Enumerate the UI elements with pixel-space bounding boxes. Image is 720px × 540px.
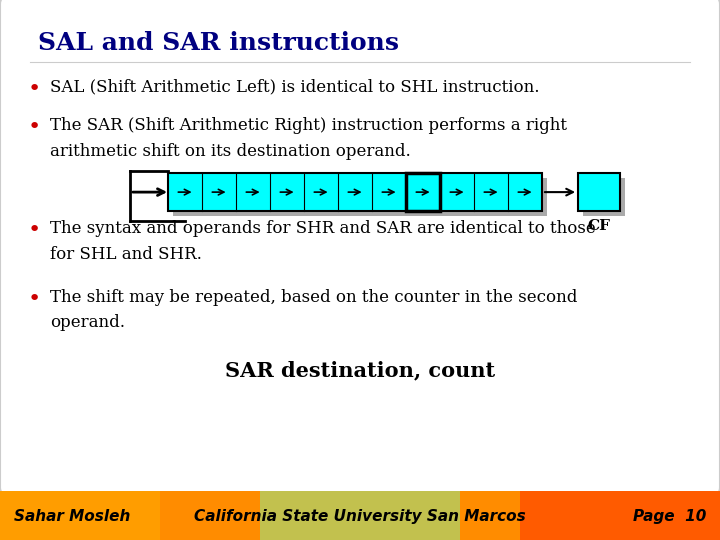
Bar	[520, 491, 720, 540]
Text: California State University San Marcos: California State University San Marcos	[194, 509, 526, 524]
Bar	[578, 173, 620, 211]
Text: operand.: operand.	[50, 314, 125, 332]
Text: SAL (Shift Arithmetic Left) is identical to SHL instruction.: SAL (Shift Arithmetic Left) is identical…	[50, 79, 539, 96]
Text: SAR destination, count: SAR destination, count	[225, 360, 495, 380]
FancyBboxPatch shape	[0, 0, 720, 495]
Text: SAL and SAR instructions: SAL and SAR instructions	[38, 31, 399, 55]
Text: Sahar Mosleh: Sahar Mosleh	[14, 509, 130, 524]
Text: Page  10: Page 10	[633, 509, 706, 524]
Text: •: •	[28, 117, 41, 137]
Bar	[406, 173, 440, 211]
Text: •: •	[28, 79, 41, 99]
Text: arithmetic shift on its destination operand.: arithmetic shift on its destination oper…	[50, 143, 410, 159]
Text: The shift may be repeated, based on the counter in the second: The shift may be repeated, based on the …	[50, 289, 577, 306]
Bar	[168, 173, 542, 211]
Text: •: •	[28, 220, 41, 240]
Bar	[173, 178, 547, 217]
Text: The syntax and operands for SHR and SAR are identical to those: The syntax and operands for SHR and SAR …	[50, 220, 595, 238]
Bar	[260, 491, 460, 540]
Bar	[583, 178, 625, 217]
Text: CF: CF	[588, 219, 611, 233]
Text: for SHL and SHR.: for SHL and SHR.	[50, 246, 202, 262]
Bar	[0, 491, 160, 540]
Text: The SAR (Shift Arithmetic Right) instruction performs a right: The SAR (Shift Arithmetic Right) instruc…	[50, 117, 567, 134]
Text: •: •	[28, 289, 41, 309]
